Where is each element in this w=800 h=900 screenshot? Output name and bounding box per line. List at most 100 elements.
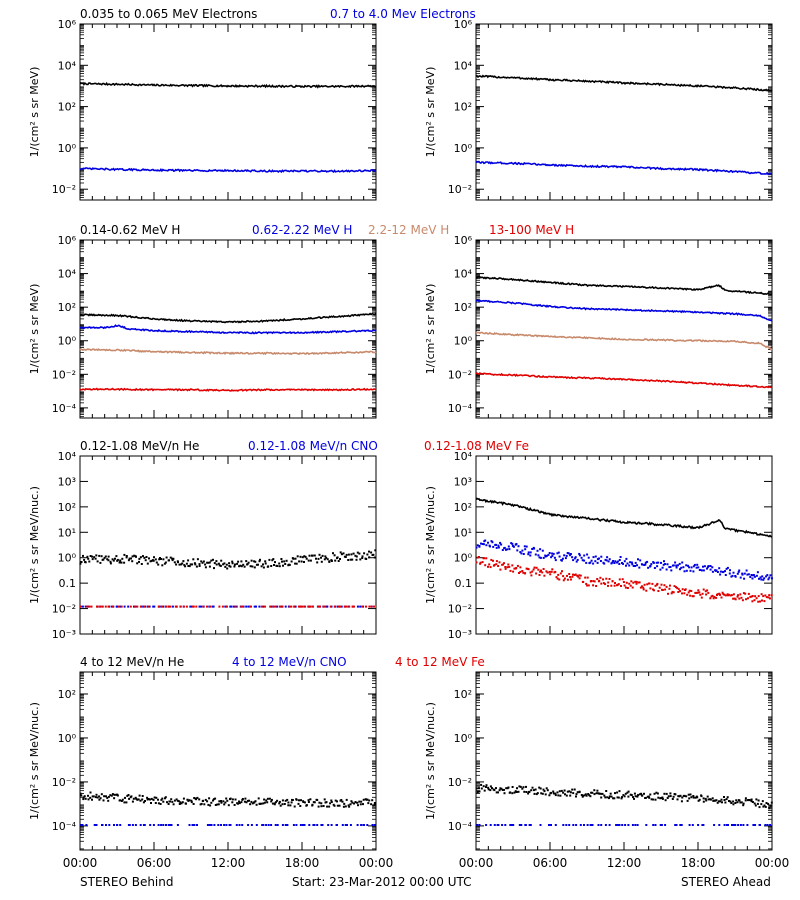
data-point xyxy=(521,787,524,790)
data-point xyxy=(117,605,120,608)
series-points xyxy=(80,605,375,608)
data-point xyxy=(243,565,246,568)
data-point xyxy=(729,800,732,803)
data-point xyxy=(267,824,270,826)
data-point xyxy=(592,584,595,587)
data-point xyxy=(719,570,722,573)
data-point xyxy=(328,560,331,563)
data-point xyxy=(663,584,666,587)
data-point xyxy=(145,556,148,558)
data-point xyxy=(250,824,253,826)
data-point xyxy=(343,605,346,608)
data-point xyxy=(726,796,729,799)
data-point xyxy=(757,600,760,603)
data-point xyxy=(247,561,250,564)
data-point xyxy=(729,569,731,572)
data-point xyxy=(240,605,243,608)
data-point xyxy=(702,824,705,826)
data-point xyxy=(739,801,742,804)
data-point xyxy=(583,794,586,797)
data-point xyxy=(745,598,747,601)
data-point xyxy=(89,791,92,794)
data-point xyxy=(478,790,481,793)
data-point xyxy=(326,805,329,808)
data-point xyxy=(586,553,589,556)
data-point xyxy=(281,803,284,806)
data-point xyxy=(626,791,629,794)
data-point xyxy=(562,579,565,582)
data-point xyxy=(372,553,375,556)
data-point xyxy=(482,785,485,788)
data-point xyxy=(691,824,694,826)
data-point xyxy=(593,793,596,796)
data-point xyxy=(583,559,586,562)
data-point xyxy=(353,605,355,608)
data-point xyxy=(354,554,357,557)
data-point xyxy=(281,824,284,826)
data-point xyxy=(217,803,220,806)
data-point xyxy=(133,605,135,608)
data-point xyxy=(586,576,589,579)
data-point xyxy=(589,824,592,826)
data-point xyxy=(352,552,355,555)
data-point xyxy=(363,824,365,826)
data-point xyxy=(206,605,208,608)
data-point xyxy=(619,556,622,558)
data-point xyxy=(483,557,486,560)
data-point xyxy=(259,558,261,561)
data-point xyxy=(569,794,572,797)
data-point xyxy=(92,795,95,798)
data-point xyxy=(226,567,229,570)
data-point xyxy=(718,567,721,570)
data-point xyxy=(225,563,228,566)
data-point xyxy=(519,566,522,569)
data-point xyxy=(349,824,352,826)
data-point xyxy=(192,605,195,608)
y-tick-label: 10² xyxy=(58,301,76,314)
data-point xyxy=(344,556,347,558)
data-point xyxy=(366,798,369,801)
data-point xyxy=(690,566,693,569)
data-point xyxy=(760,593,763,596)
data-point xyxy=(630,794,633,797)
data-point xyxy=(664,563,667,565)
data-point xyxy=(342,805,345,808)
data-point xyxy=(631,586,634,589)
data-point xyxy=(661,797,664,800)
data-point xyxy=(721,591,724,594)
data-point xyxy=(759,824,761,826)
data-point xyxy=(87,794,89,797)
data-point xyxy=(301,824,304,826)
data-point xyxy=(605,790,608,792)
data-point xyxy=(260,565,263,568)
data-point xyxy=(706,567,708,570)
data-point xyxy=(512,545,515,548)
data-point xyxy=(299,555,302,558)
data-point xyxy=(270,824,273,826)
data-point xyxy=(558,578,561,581)
data-point xyxy=(225,824,228,826)
data-point xyxy=(769,824,772,826)
data-point xyxy=(604,796,607,799)
data-point xyxy=(111,558,114,561)
data-point xyxy=(544,555,547,558)
data-point xyxy=(688,566,691,569)
y-tick-label: 10² xyxy=(454,101,472,114)
data-point xyxy=(700,596,703,599)
data-point xyxy=(528,790,531,793)
data-point xyxy=(208,565,211,568)
data-point xyxy=(702,588,705,591)
data-point xyxy=(346,824,348,826)
data-point xyxy=(487,788,490,791)
y-tick-label: 10⁴ xyxy=(58,450,77,463)
data-point xyxy=(367,802,370,805)
data-point xyxy=(542,788,545,791)
x-tick-label: 12:00 xyxy=(607,856,642,870)
data-point xyxy=(607,581,610,584)
data-point xyxy=(358,800,361,803)
data-point xyxy=(88,605,91,608)
data-point xyxy=(262,605,265,608)
data-point xyxy=(147,798,150,800)
data-point xyxy=(560,559,563,562)
data-point xyxy=(320,556,322,559)
